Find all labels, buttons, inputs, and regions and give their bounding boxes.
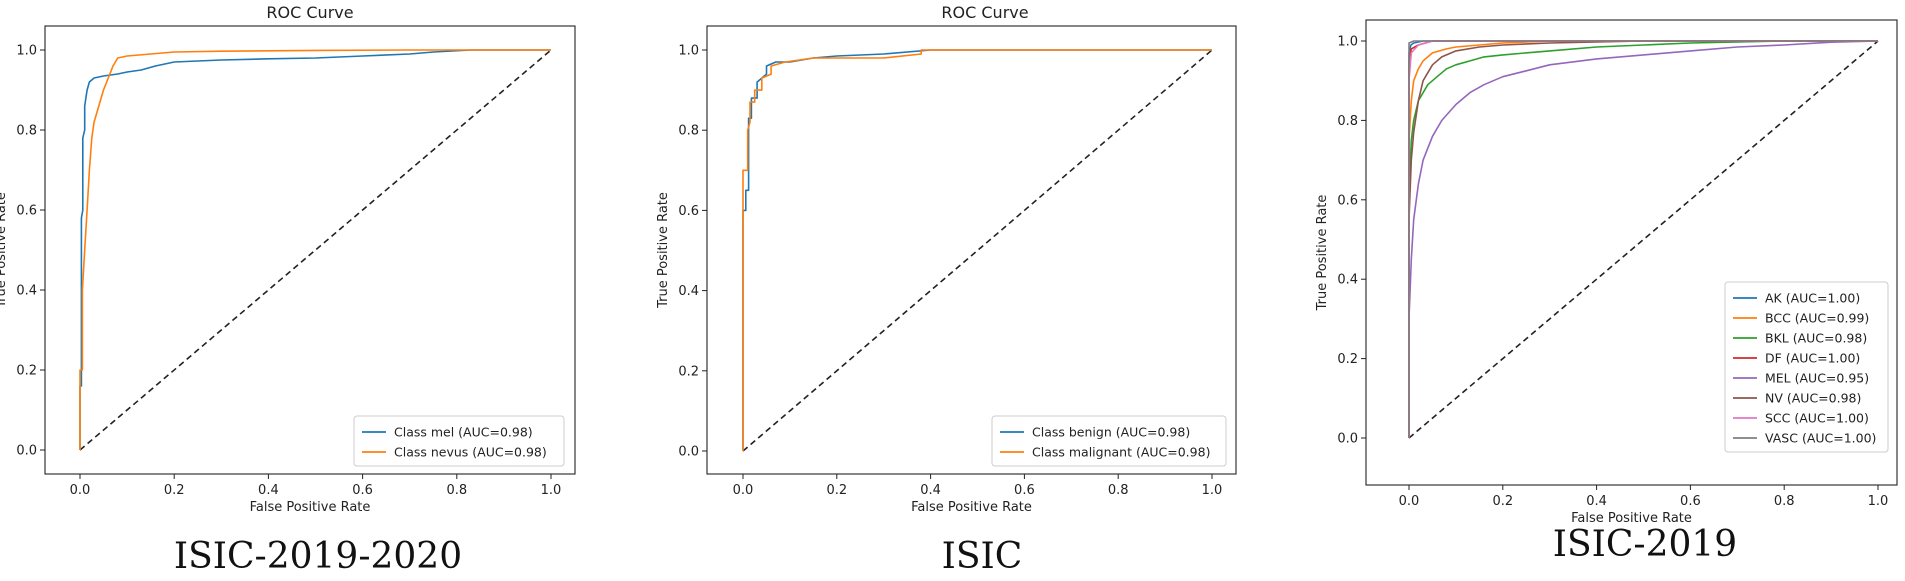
x-tick-label: 0.2 xyxy=(1492,494,1513,509)
legend-entry-label: VASC (AUC=1.00) xyxy=(1765,431,1876,446)
chance-diagonal-line xyxy=(742,49,1213,452)
y-tick-label: 0.2 xyxy=(1337,352,1358,367)
x-tick-label: 0.4 xyxy=(920,483,941,498)
legend-entry-label: Class mel (AUC=0.98) xyxy=(394,425,533,440)
y-tick-label: 0.2 xyxy=(16,364,37,379)
axes-frame xyxy=(44,25,576,475)
roc-series-line-8 xyxy=(1408,40,1878,438)
y-tick-label: 0.6 xyxy=(1337,193,1358,208)
y-tick-label: 1.0 xyxy=(16,44,37,59)
chance-diagonal-line xyxy=(79,49,552,451)
roc-series-line-2 xyxy=(1408,40,1878,438)
roc-series-line-1 xyxy=(79,49,551,450)
y-axis-label: True Positive Rate xyxy=(1315,195,1330,312)
y-tick-label: 0.4 xyxy=(678,284,699,299)
y-tick-label: 1.0 xyxy=(678,44,699,59)
roc-series-line-5 xyxy=(1408,40,1879,438)
chart-title: ROC Curve xyxy=(266,3,353,22)
legend-entry-label: Class nevus (AUC=0.98) xyxy=(394,445,547,460)
roc-series-line-2 xyxy=(742,49,1212,451)
roc-series-line-2 xyxy=(79,49,551,450)
legend-box xyxy=(991,415,1227,467)
legend-entry-label: SCC (AUC=1.00) xyxy=(1765,411,1869,426)
panel-caption: ISIC-2019 xyxy=(1553,524,1737,565)
x-axis-label: False Positive Rate xyxy=(250,500,371,515)
y-tick-label: 0.0 xyxy=(678,445,699,460)
legend: Class mel (AUC=0.98) Class nevus (AUC=0.9… xyxy=(353,415,565,467)
x-tick-label: 0.2 xyxy=(826,483,847,498)
y-tick-label: 0.0 xyxy=(16,444,37,459)
y-tick-label: 0.6 xyxy=(16,204,37,219)
legend-entry-label: Class benign (AUC=0.98) xyxy=(1032,425,1190,440)
y-tick-label: 0.0 xyxy=(1337,432,1358,447)
x-tick-label: 0.6 xyxy=(1680,494,1701,509)
legend-entry-label: DF (AUC=1.00) xyxy=(1765,351,1860,366)
x-tick-label: 0.8 xyxy=(1774,494,1795,509)
legend-box xyxy=(1724,281,1889,453)
y-tick-label: 0.4 xyxy=(1337,273,1358,288)
roc-series-line-6 xyxy=(1408,40,1878,438)
legend-box xyxy=(353,415,565,467)
x-tick-label: 0.8 xyxy=(1108,483,1129,498)
legend: Class benign (AUC=0.98) Class malignant (… xyxy=(991,415,1227,467)
roc-series-line-3 xyxy=(1408,40,1878,438)
y-tick-label: 0.4 xyxy=(16,284,37,299)
x-tick-label: 0.6 xyxy=(352,483,373,498)
panel-caption: ISIC-2019-2020 xyxy=(174,536,462,577)
legend-entry-label: MEL (AUC=0.95) xyxy=(1765,371,1869,386)
roc-chart-2: 0.0 0.2 0.4 0.6 0.8 1.0 0.0 0.2 0.4 0.6 0.8 1.0 Fals… xyxy=(656,3,1237,577)
x-axis-label: False Positive Rate xyxy=(1571,511,1692,526)
y-tick-label: 0.8 xyxy=(1337,114,1358,129)
axes-frame xyxy=(706,25,1237,475)
x-tick-label: 1.0 xyxy=(1868,494,1889,509)
legend-entry-label: NV (AUC=0.98) xyxy=(1765,391,1861,406)
x-tick-label: 0.0 xyxy=(1399,494,1420,509)
roc-chart-3: 0.0 0.2 0.4 0.6 0.8 1.0 0.0 0.2 0.4 0.6 0.8 1.0 Fals… xyxy=(1315,19,1898,565)
legend-entry-label: Class malignant (AUC=0.98) xyxy=(1032,445,1210,460)
legend: AK (AUC=1.00) BCC (AUC=0.99) BKL (AUC=0.98… xyxy=(1724,281,1889,453)
x-tick-label: 0.4 xyxy=(1586,494,1607,509)
x-tick-label: 1.0 xyxy=(541,483,562,498)
y-tick-label: 0.8 xyxy=(678,124,699,139)
y-axis-label: True Positive Rate xyxy=(656,192,671,309)
legend-entry-label: BKL (AUC=0.98) xyxy=(1765,331,1867,346)
x-tick-label: 0.4 xyxy=(258,483,279,498)
legend-entry-label: AK (AUC=1.00) xyxy=(1765,291,1860,306)
y-axis-label: True Positive Rate xyxy=(0,192,9,309)
legend-entry-label: BCC (AUC=0.99) xyxy=(1765,311,1869,326)
y-tick-label: 1.0 xyxy=(1337,35,1358,50)
y-tick-label: 0.6 xyxy=(678,204,699,219)
x-tick-label: 0.6 xyxy=(1014,483,1035,498)
y-tick-label: 0.2 xyxy=(678,364,699,379)
x-tick-label: 0.0 xyxy=(70,483,91,498)
y-tick-label: 0.8 xyxy=(16,124,37,139)
x-tick-label: 1.0 xyxy=(1202,483,1223,498)
x-axis-label: False Positive Rate xyxy=(911,500,1032,515)
roc-series-line-1 xyxy=(742,49,1212,451)
roc-chart-1: 0.0 0.2 0.4 0.6 0.8 1.0 0.0 0.2 0.4 0.6 0.8 1.0 Fals… xyxy=(0,3,576,577)
x-tick-label: 0.0 xyxy=(733,483,754,498)
chance-diagonal-line xyxy=(1408,40,1879,439)
x-tick-label: 0.2 xyxy=(164,483,185,498)
panel-caption: ISIC xyxy=(942,536,1023,577)
chart-title: ROC Curve xyxy=(941,3,1028,22)
x-tick-label: 0.8 xyxy=(446,483,467,498)
